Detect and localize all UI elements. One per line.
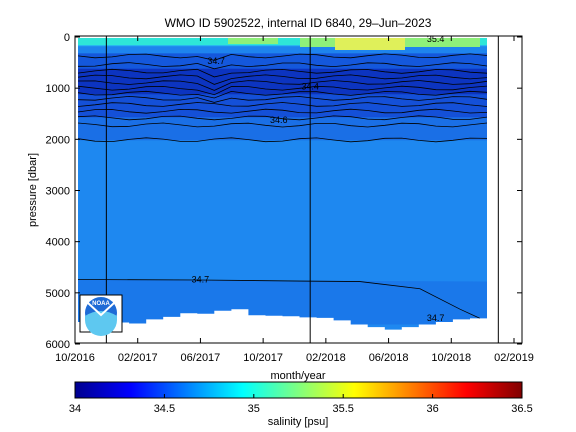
y-tick-label: 3000 — [46, 186, 70, 198]
contour-label: 34.7 — [192, 275, 210, 285]
contour-line — [77, 137, 488, 143]
contour-line — [77, 80, 488, 91]
contour-line — [77, 85, 488, 96]
contour-line — [77, 53, 488, 61]
colorbar-tick-label: 34.5 — [154, 403, 175, 415]
y-tick-label: 4000 — [46, 237, 70, 249]
contour-line — [77, 122, 488, 128]
y-axis-label: pressure [dbar] — [27, 153, 39, 227]
x-tick-label: 10/2016 — [55, 352, 95, 364]
contour-line — [77, 68, 488, 78]
surface-cyan-fill — [78, 38, 487, 45]
colorbar-tick-label: 35 — [248, 403, 260, 415]
surface-warm-fill-2 — [228, 38, 278, 44]
contour-line — [77, 95, 488, 103]
x-tick-label: 02/2019 — [494, 352, 534, 364]
axes-frame — [74, 35, 523, 344]
logo-wave — [85, 311, 117, 336]
no-data-region — [487, 36, 522, 343]
contour-label: 34.7 — [207, 56, 225, 66]
contour-line — [77, 62, 488, 70]
colorbar-tick-label: 36.5 — [511, 403, 532, 415]
x-axis-label: month/year — [270, 370, 325, 382]
x-tick-label: 10/2018 — [431, 352, 471, 364]
chart-title: WMO ID 5902522, internal ID 6840, 29–Jun… — [165, 16, 432, 30]
contour-line — [77, 102, 488, 107]
y-tick-label: 0 — [64, 32, 70, 44]
y-tick-label: 6000 — [46, 339, 70, 351]
colorbar-tick-label: 35.5 — [332, 403, 353, 415]
contour-label: 35.4 — [427, 34, 445, 44]
y-tick-label: 5000 — [46, 288, 70, 300]
axes: 10/2016 02/2017 06/2017 10/2017 02/2018 06/20… — [46, 32, 534, 364]
x-tick-label: 06/2017 — [181, 352, 221, 364]
x-tick-label: 02/2018 — [306, 352, 346, 364]
seafloor-mask — [78, 309, 487, 345]
contour-line — [77, 90, 488, 99]
contour-line-deep — [77, 279, 481, 319]
colorbar-tick-label: 36 — [426, 403, 438, 415]
surface-yellow-fill — [335, 38, 405, 50]
contour-line — [77, 74, 488, 85]
x-tick-label: 10/2017 — [243, 352, 283, 364]
noaa-logo: NOAA — [79, 294, 123, 336]
colorbar-label: salinity [psu] — [268, 416, 329, 428]
contour-label: 34.6 — [270, 115, 288, 125]
x-tick-label: 02/2017 — [118, 352, 158, 364]
y-tick-label: 1000 — [46, 83, 70, 95]
colorbar-tick-label: 34 — [69, 403, 81, 415]
y-tick-label: 2000 — [46, 134, 70, 146]
logo-bird — [87, 302, 115, 317]
contour-line — [77, 115, 488, 121]
x-tick-label: 06/2018 — [369, 352, 409, 364]
bottom-water-fill — [78, 279, 487, 325]
colorbar-gradient — [74, 381, 523, 399]
contour-line — [77, 108, 488, 114]
colorbar: 34 34.5 35 35.5 36 36.5 — [69, 381, 533, 415]
logo-text: NOAA — [92, 301, 110, 307]
contour-label: 34.7 — [427, 313, 445, 323]
